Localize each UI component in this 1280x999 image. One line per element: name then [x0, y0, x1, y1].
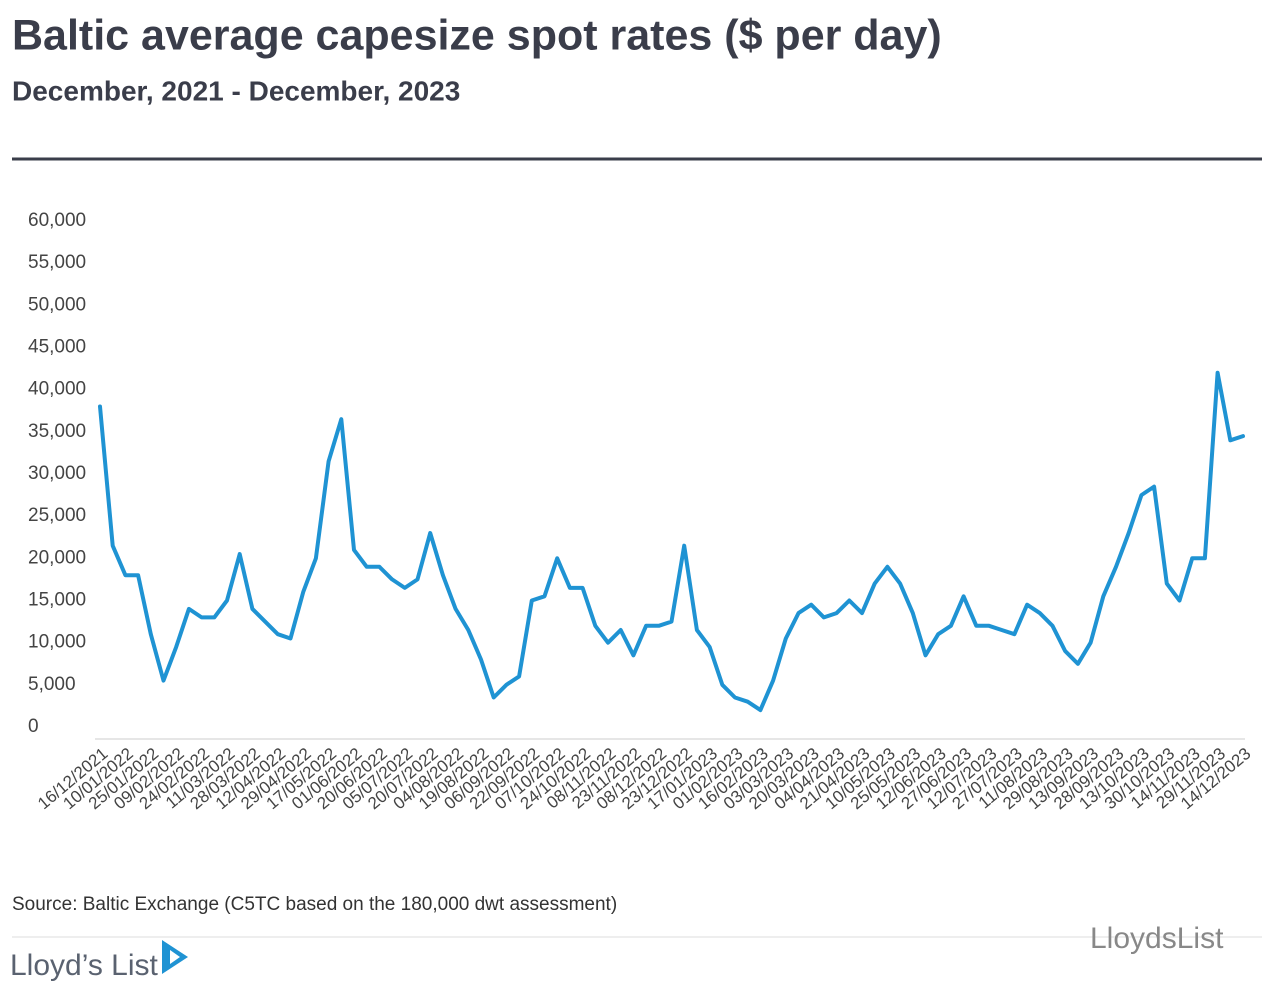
watermark: LloydsList [1090, 922, 1224, 955]
y-tick-label: 15,000 [28, 590, 86, 611]
y-tick-label: 5,000 [28, 674, 76, 695]
logo-icon-inner [170, 950, 180, 964]
source: Source: Baltic Exchange (C5TC based on t… [12, 894, 617, 915]
y-tick-label: 30,000 [28, 463, 86, 484]
logo: Lloyd’s List [10, 949, 159, 982]
y-tick-label: 0 [28, 716, 39, 737]
y-tick-label: 55,000 [28, 252, 86, 273]
chart-subtitle: December, 2021 - December, 2023 [12, 75, 460, 106]
y-tick-label: 25,000 [28, 505, 86, 526]
y-tick-label: 10,000 [28, 632, 86, 653]
y-tick-label: 45,000 [28, 337, 86, 358]
y-tick-label: 40,000 [28, 379, 86, 400]
line [98, 370, 1245, 713]
chart-title: Baltic average capesize spot rates ($ pe… [12, 11, 942, 59]
y-tick-label: 50,000 [28, 294, 86, 315]
y-tick-label: 35,000 [28, 421, 86, 442]
y-tick-label: 60,000 [28, 210, 86, 231]
y-tick-label: 20,000 [28, 547, 86, 568]
